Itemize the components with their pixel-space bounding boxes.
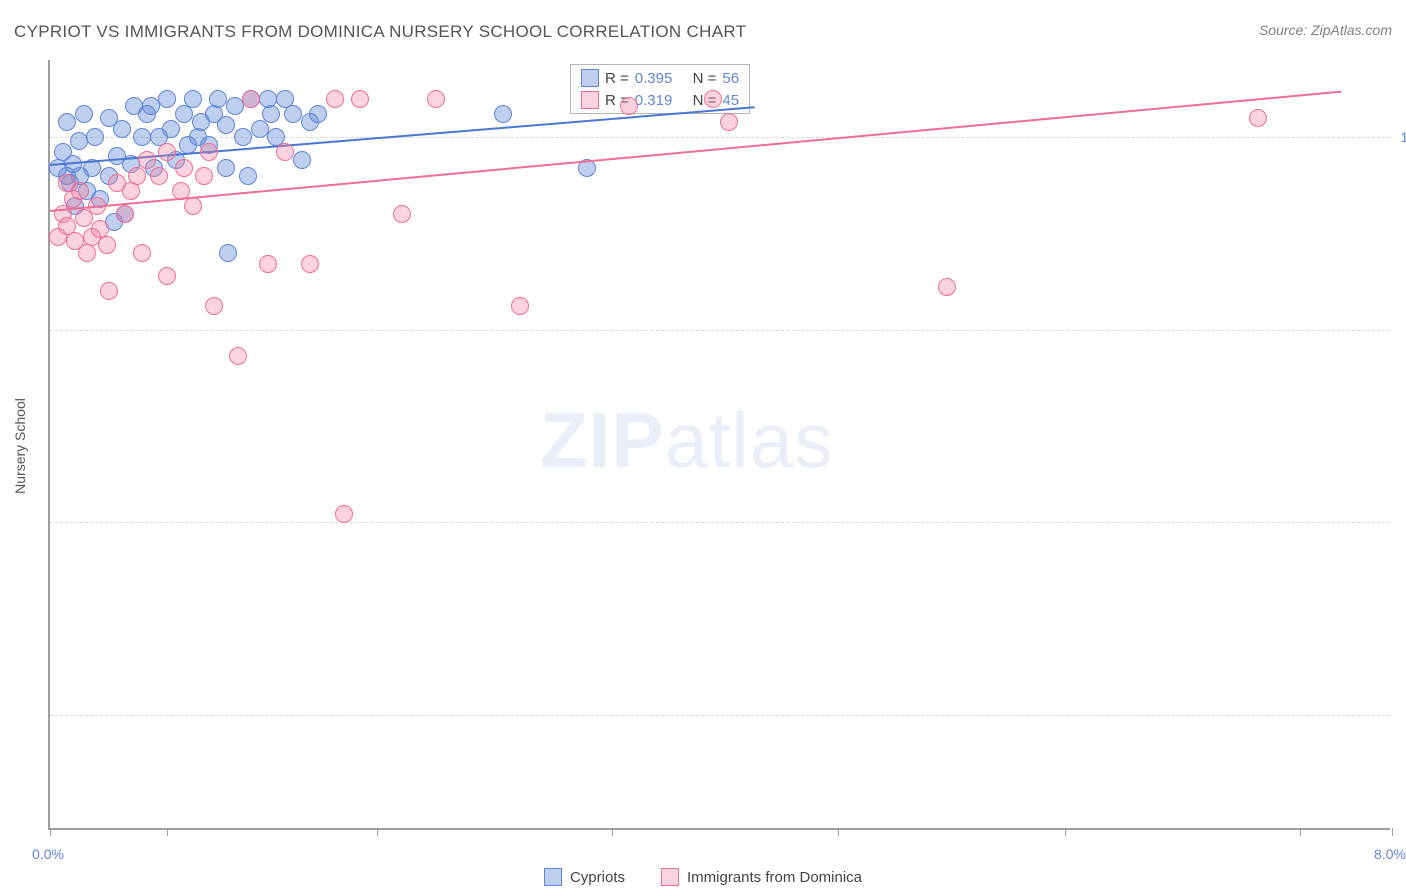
data-point (78, 244, 96, 262)
data-point (219, 244, 237, 262)
data-point (162, 120, 180, 138)
legend-swatch (544, 868, 562, 886)
data-point (133, 128, 151, 146)
data-point (335, 505, 353, 523)
x-tick (612, 828, 613, 836)
data-point (276, 143, 294, 161)
series-swatch (581, 69, 599, 87)
data-point (195, 167, 213, 185)
data-point (704, 90, 722, 108)
data-point (511, 297, 529, 315)
series-swatch (581, 91, 599, 109)
data-point (226, 97, 244, 115)
data-point (1249, 109, 1267, 127)
y-tick-label: 95.0% (1396, 322, 1406, 338)
data-point (301, 255, 319, 273)
y-tick-label: 90.0% (1396, 514, 1406, 530)
source-attribution: Source: ZipAtlas.com (1259, 22, 1392, 38)
data-point (242, 90, 260, 108)
data-point (293, 151, 311, 169)
x-tick (838, 828, 839, 836)
data-point (217, 116, 235, 134)
data-point (70, 132, 88, 150)
y-tick-label: 85.0% (1396, 707, 1406, 723)
data-point (150, 167, 168, 185)
data-point (158, 143, 176, 161)
plot-area: ZIPatlas R =0.395 N =56R =0.319 N =45 85… (48, 60, 1390, 830)
x-tick (1300, 828, 1301, 836)
data-point (142, 97, 160, 115)
stat-row: R =0.395 N =56 (571, 67, 749, 89)
x-tick (377, 828, 378, 836)
data-point (309, 105, 327, 123)
gridline (50, 715, 1390, 716)
legend: Cypriots Immigrants from Dominica (0, 868, 1406, 886)
data-point (113, 120, 131, 138)
data-point (122, 182, 140, 200)
data-point (938, 278, 956, 296)
data-point (326, 90, 344, 108)
data-point (205, 297, 223, 315)
data-point (184, 197, 202, 215)
x-tick (50, 828, 51, 836)
data-point (175, 159, 193, 177)
data-point (284, 105, 302, 123)
data-point (158, 90, 176, 108)
watermark: ZIPatlas (540, 395, 834, 486)
chart-title: CYPRIOT VS IMMIGRANTS FROM DOMINICA NURS… (14, 22, 746, 42)
data-point (494, 105, 512, 123)
data-point (351, 90, 369, 108)
x-tick-label-right: 8.0% (1374, 846, 1406, 862)
legend-label: Cypriots (570, 869, 625, 886)
data-point (234, 128, 252, 146)
data-point (98, 236, 116, 254)
data-point (720, 113, 738, 131)
correlation-stats-box: R =0.395 N =56R =0.319 N =45 (570, 64, 750, 114)
x-tick (1392, 828, 1393, 836)
data-point (229, 347, 247, 365)
data-point (262, 105, 280, 123)
data-point (75, 105, 93, 123)
data-point (175, 105, 193, 123)
data-point (86, 128, 104, 146)
y-tick-label: 100.0% (1396, 129, 1406, 145)
data-point (239, 167, 257, 185)
data-point (259, 255, 277, 273)
data-point (251, 120, 269, 138)
data-point (620, 97, 638, 115)
legend-item: Immigrants from Dominica (661, 868, 862, 886)
data-point (217, 159, 235, 177)
data-point (184, 90, 202, 108)
data-point (200, 143, 218, 161)
data-point (100, 282, 118, 300)
stat-row: R =0.319 N =45 (571, 89, 749, 111)
data-point (158, 267, 176, 285)
data-point (138, 151, 156, 169)
gridline (50, 330, 1390, 331)
legend-item: Cypriots (544, 868, 625, 886)
x-tick (1065, 828, 1066, 836)
y-axis-label: Nursery School (12, 398, 28, 494)
x-tick-label-left: 0.0% (32, 846, 64, 862)
data-point (133, 244, 151, 262)
gridline (50, 522, 1390, 523)
data-point (116, 205, 134, 223)
data-point (427, 90, 445, 108)
legend-label: Immigrants from Dominica (687, 869, 862, 886)
data-point (393, 205, 411, 223)
x-tick (167, 828, 168, 836)
data-point (71, 182, 89, 200)
data-point (128, 167, 146, 185)
legend-swatch (661, 868, 679, 886)
data-point (209, 90, 227, 108)
correlation-chart: CYPRIOT VS IMMIGRANTS FROM DOMINICA NURS… (0, 0, 1406, 892)
data-point (58, 113, 76, 131)
